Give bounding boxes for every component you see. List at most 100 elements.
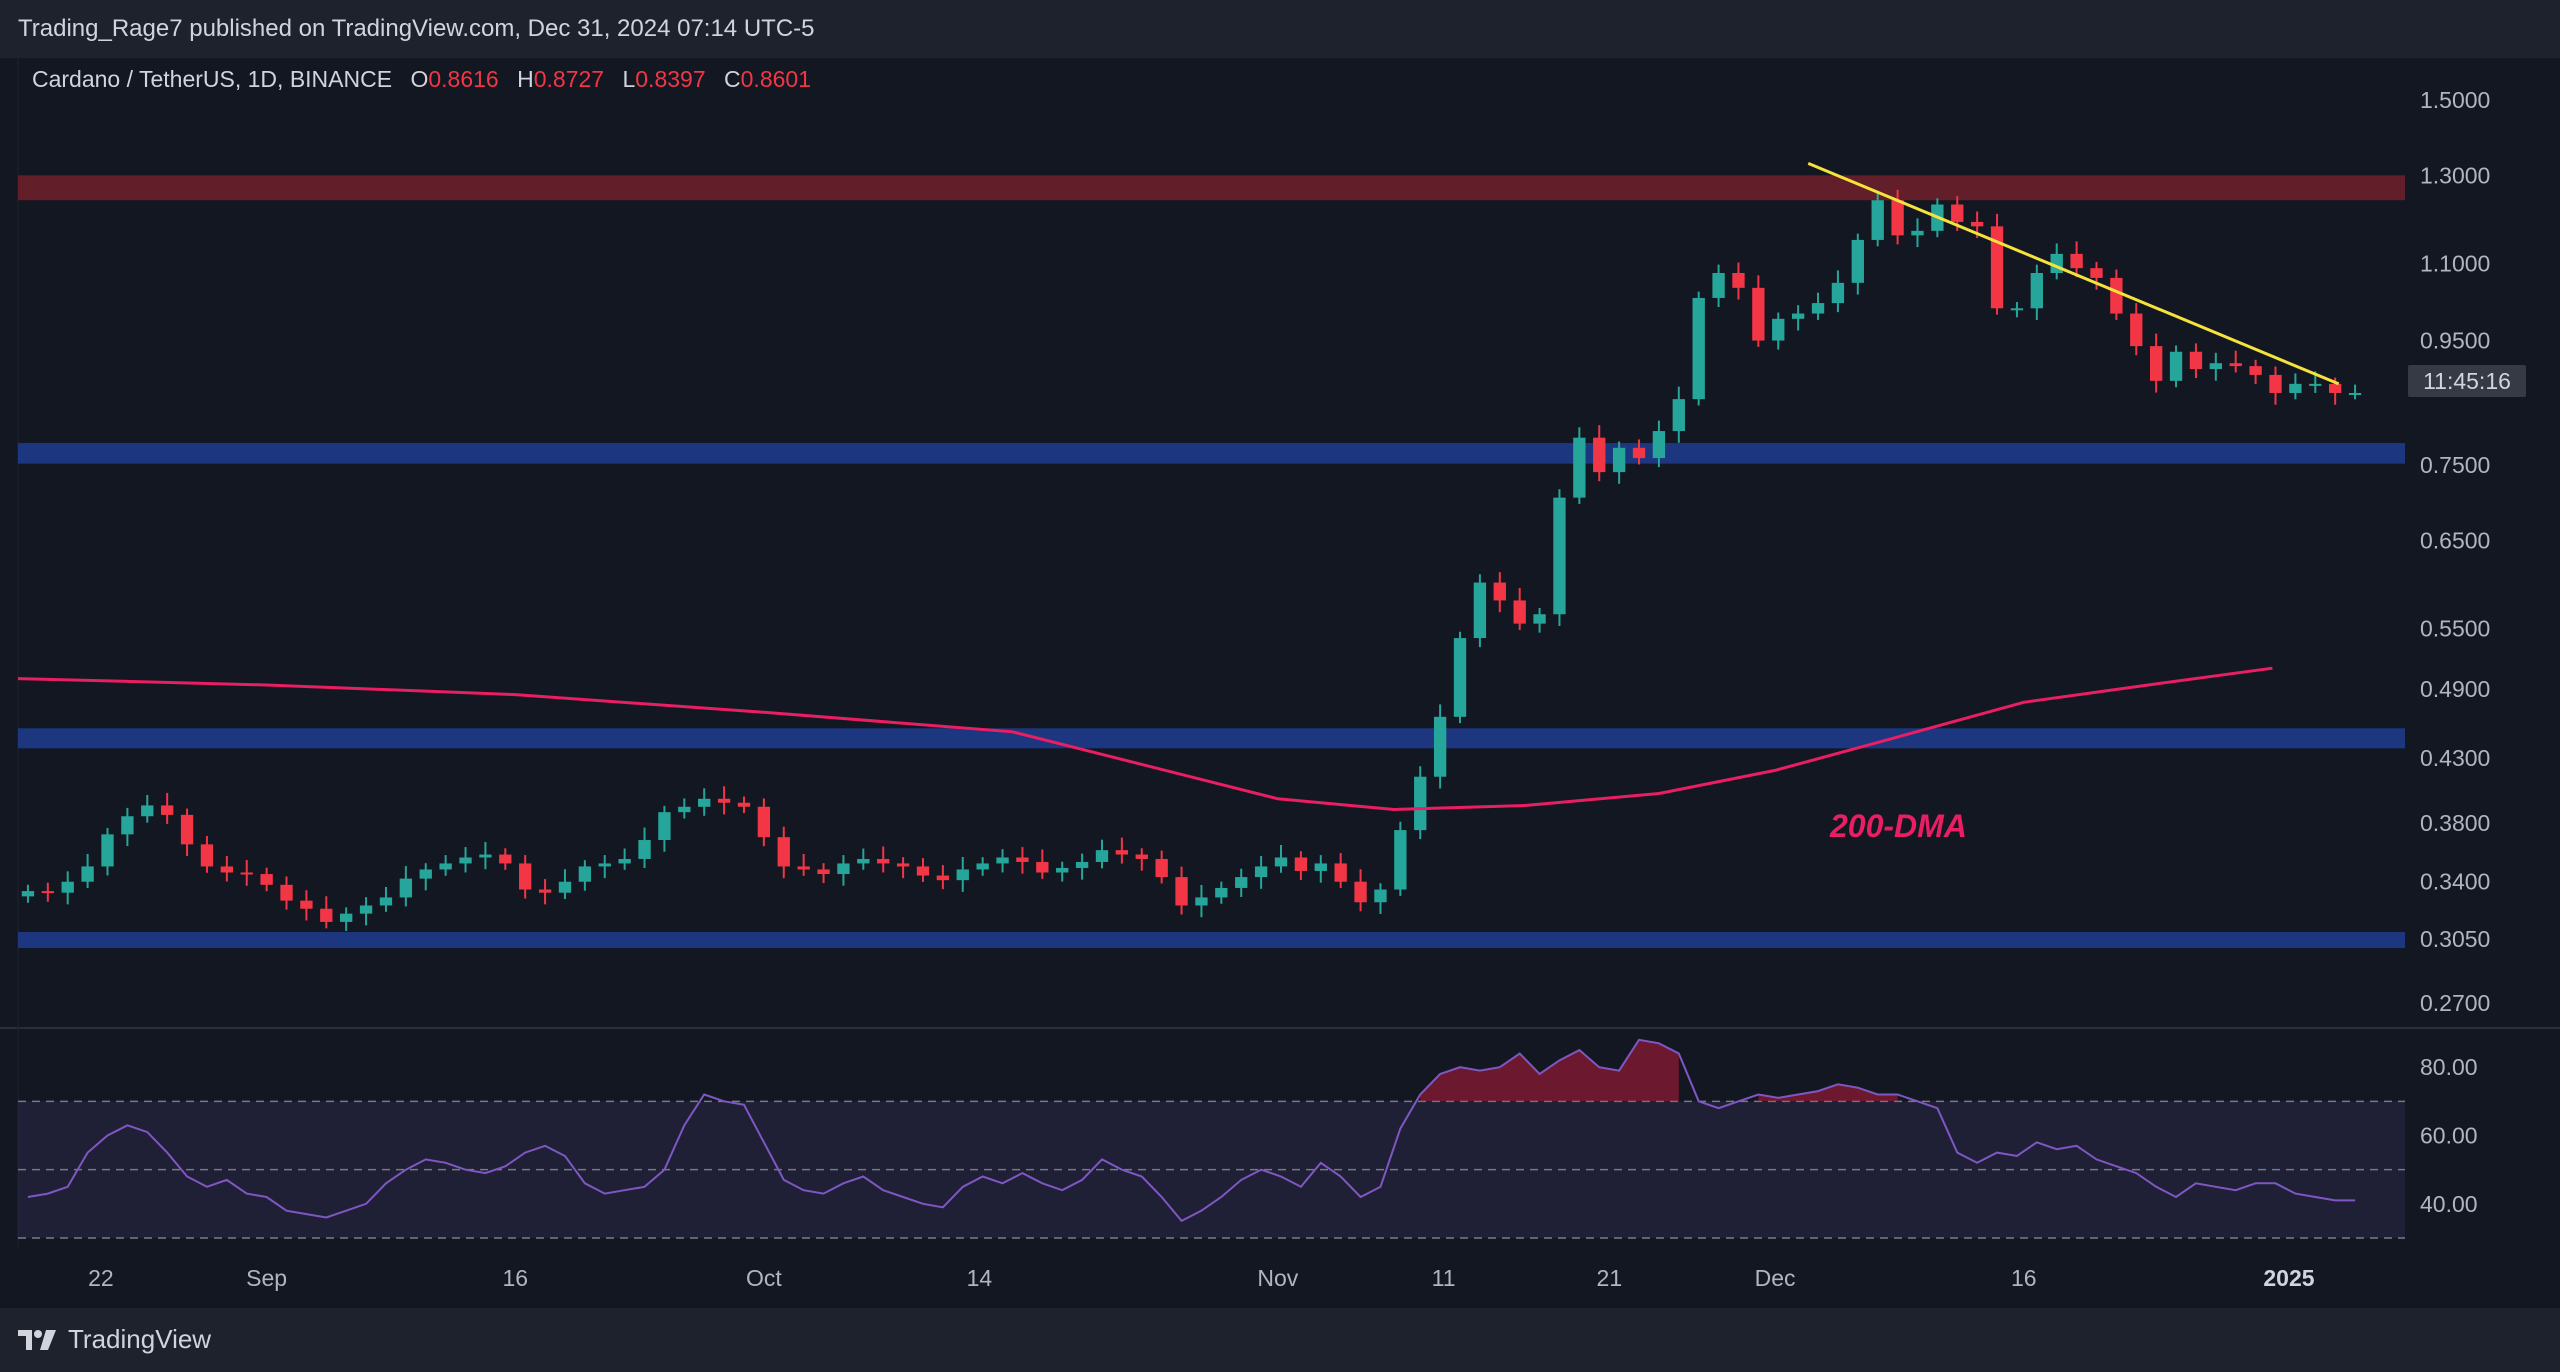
descending-trendline[interactable]: [1807, 161, 2340, 386]
candle-body: [1394, 830, 1407, 890]
low-value: 0.8397: [635, 66, 706, 92]
high-value: 0.8727: [533, 66, 605, 92]
candle-body: [698, 798, 711, 807]
price-tick-label: 1.3000: [2420, 162, 2490, 188]
rsi-overbought-fill: [1758, 1084, 1898, 1102]
candle-body: [379, 897, 393, 906]
candle-body: [1056, 867, 1069, 873]
candle-body: [817, 869, 830, 875]
candle-body: [1095, 850, 1109, 862]
chart-area[interactable]: 1.5000 1.3000 1.1000 0.9500 0.7500 0.6500 0.55…: [0, 58, 2560, 1308]
candle-body: [459, 857, 472, 864]
candle-body: [2030, 273, 2043, 309]
candle-body: [240, 872, 253, 875]
candle-body: [260, 874, 273, 885]
candle-body: [1951, 204, 1964, 222]
price-tick-label: 0.7500: [2420, 452, 2490, 478]
candle-body: [1632, 447, 1646, 459]
candle-body: [2289, 383, 2302, 393]
candle-body: [479, 854, 492, 858]
candle-body: [1752, 287, 1765, 341]
candle-body: [1891, 200, 1904, 236]
open-value: 0.8616: [428, 66, 499, 92]
candle-body: [1493, 582, 1506, 601]
candle-body: [1871, 200, 1884, 240]
candle-body: [2110, 277, 2123, 314]
tradingview-logo-icon: [18, 1329, 56, 1350]
publish-header: Trading_Rage7 published on TradingView.c…: [0, 0, 2560, 58]
candle-body: [598, 863, 611, 867]
rsi-tick-label: 80.00: [2420, 1054, 2478, 1080]
price-tick-label: 0.5500: [2420, 615, 2490, 641]
candle-body: [2309, 383, 2322, 386]
candle-body: [200, 844, 214, 867]
time-tick-label: 21: [1597, 1265, 1623, 1291]
publish-info: Trading_Rage7 published on TradingView.c…: [18, 15, 815, 42]
candle-body: [2348, 392, 2362, 395]
candle-body: [1772, 318, 1785, 341]
close-value: 0.8601: [740, 66, 811, 92]
candle-body: [1612, 447, 1626, 473]
rsi-tick-label: 60.00: [2420, 1123, 2478, 1149]
candle-body: [1374, 889, 1387, 903]
candle-body: [161, 805, 174, 815]
price-tick-label: 0.4300: [2420, 745, 2490, 771]
candle-body: [121, 816, 134, 835]
tradingview-logo[interactable]: TradingView: [18, 1324, 211, 1355]
candle-body: [21, 891, 35, 897]
price-tick-label: 1.5000: [2420, 87, 2490, 113]
candle-body: [1354, 881, 1367, 903]
candle-body: [2209, 363, 2222, 370]
time-tick-label: 2025: [2263, 1265, 2314, 1291]
candle-body: [1533, 614, 1546, 624]
candle-body: [1831, 282, 1845, 304]
candle-body: [2249, 366, 2262, 375]
candle-body: [2090, 268, 2103, 278]
candle-body: [1294, 857, 1308, 871]
candle-body: [558, 881, 572, 893]
candle-body: [2269, 374, 2282, 393]
candle-body: [1235, 877, 1248, 888]
candle-body: [1274, 857, 1288, 867]
symbol-name: Cardano / TetherUS, 1D, BINANCE: [32, 66, 393, 92]
price-tick-label: 0.3050: [2420, 926, 2490, 952]
price-tick-label: 0.6500: [2420, 527, 2490, 553]
time-tick-label: Dec: [1755, 1265, 1796, 1291]
candle-body: [1573, 437, 1586, 498]
time-tick-label: Sep: [246, 1265, 287, 1291]
candle-body: [976, 863, 989, 870]
candle-body: [1254, 866, 1268, 878]
candle-body: [1732, 273, 1745, 288]
candle-body: [2010, 308, 2024, 311]
candle-body: [41, 891, 55, 894]
candle-body: [61, 881, 74, 893]
price-tick-label: 0.9500: [2420, 328, 2490, 354]
low-label: L: [622, 66, 636, 92]
candle-body: [2229, 363, 2242, 367]
candle-body: [1314, 863, 1327, 871]
candle-body: [1075, 861, 1089, 868]
candle-body: [101, 834, 114, 867]
candle-body: [499, 854, 512, 864]
candle-body: [1970, 221, 1984, 227]
support-zone: [18, 728, 2405, 749]
candle-body: [1593, 437, 1606, 473]
rsi-overbought-fill: [1420, 1039, 1679, 1102]
time-tick-label: Oct: [746, 1265, 782, 1291]
chart-canvas[interactable]: 1.5000 1.3000 1.1000 0.9500 0.7500 0.6500 0.55…: [0, 58, 2560, 1308]
candle-body: [320, 908, 333, 922]
candle-body: [1990, 226, 2004, 309]
candle-body: [538, 889, 552, 893]
dma-annotation: 200-DMA: [1830, 808, 1967, 844]
candle-body: [359, 905, 373, 914]
candle-body: [837, 863, 850, 875]
resistance-zone: [18, 175, 2405, 201]
candle-body: [638, 840, 651, 859]
candle-body: [1791, 313, 1805, 319]
candle-body: [1175, 877, 1188, 906]
candle-body: [1215, 887, 1228, 898]
candle-body: [1016, 857, 1029, 862]
candle-body: [1115, 850, 1129, 855]
candle-body: [578, 866, 592, 882]
candle-body: [1712, 273, 1725, 298]
